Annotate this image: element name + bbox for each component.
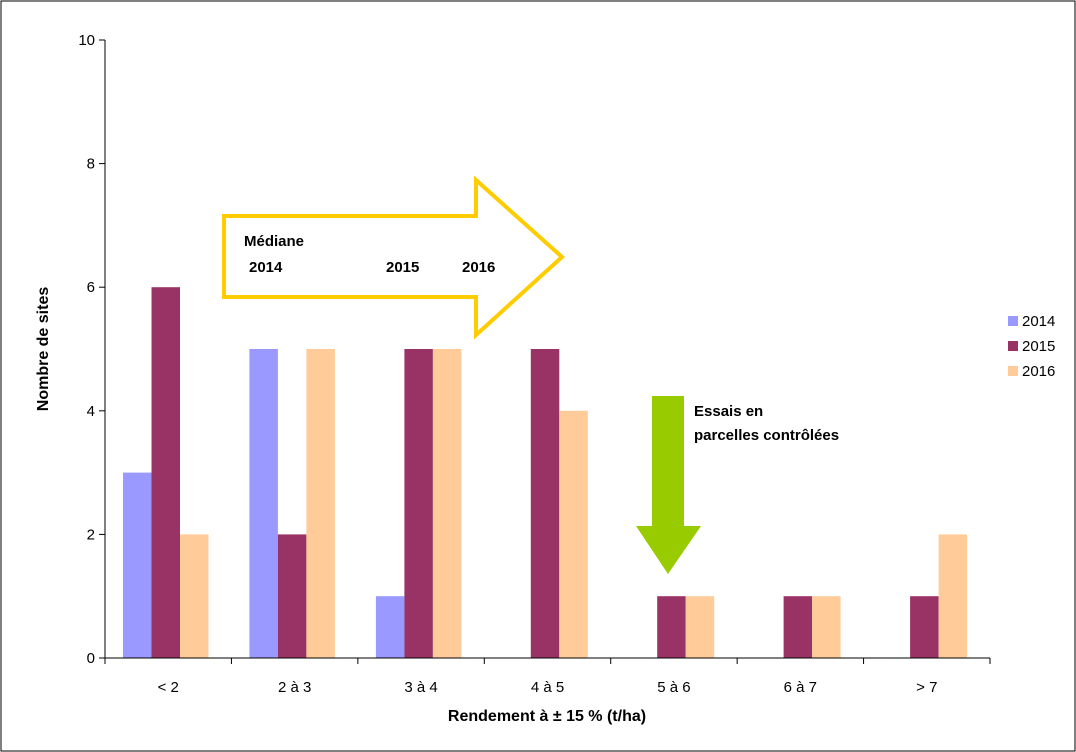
x-tick-label: 2 à 3 [278,679,311,696]
controlled-plots-label-line-2: parcelles contrôlées [694,427,839,444]
bar-2016-4 [559,410,588,658]
bar-2016-6 [812,596,841,658]
bar-2014-1 [123,472,152,658]
median-year-2016: 2016 [462,259,495,276]
x-tick-label: 4 à 5 [531,679,564,696]
controlled-plots-arrow: Essais en parcelles contrôlées [636,396,839,574]
x-tick-label: < 2 [158,679,179,696]
controlled-plots-label-line-1: Essais en [694,403,763,420]
legend-swatch-2015 [1008,341,1018,351]
x-tick-label: 3 à 4 [404,679,437,696]
y-tick-label: 10 [78,32,95,49]
x-tick-label: 5 à 6 [657,679,690,696]
bar-2015-7 [910,596,939,658]
y-tick-label: 8 [87,156,95,173]
bar-2014-2 [249,349,278,658]
y-ticks: 0 2 4 6 8 10 [78,32,105,667]
green-arrow-shape [636,396,701,574]
bar-2015-4 [530,349,560,658]
y-axis-title: Nombre de sites [35,287,52,412]
median-year-2014: 2014 [249,259,283,276]
bar-2014-3 [375,596,405,658]
legend-swatch-2014 [1008,316,1018,326]
y-tick-label: 6 [87,279,95,296]
x-tick-label: 6 à 7 [784,679,817,696]
bar-2016-7 [938,534,968,658]
bar-2016-5 [685,596,715,658]
median-arrow: Médiane 2014 2015 2016 [222,175,565,340]
legend-label-2015: 2015 [1022,338,1055,355]
legend-label-2016: 2016 [1022,363,1055,380]
median-arrow-shape [222,175,565,340]
bar-2015-5 [657,596,686,658]
legend: 2014 2015 2016 [1008,313,1055,380]
median-year-2015: 2015 [386,259,419,276]
x-ticks: < 2 2 à 3 3 à 4 4 à 5 5 à 6 6 à 7 > 7 [104,658,991,696]
y-tick-label: 2 [87,526,95,543]
bar-2015-2 [277,534,307,658]
bars-layer [123,287,968,658]
y-tick-label: 0 [87,650,95,667]
bar-2015-3 [404,349,433,658]
legend-label-2014: 2014 [1022,313,1055,330]
bar-2015-1 [151,287,180,658]
x-tick-label: > 7 [916,679,937,696]
bar-2016-2 [306,349,335,658]
axes [104,40,990,659]
bar-2015-6 [783,596,813,658]
bar-2016-3 [432,349,462,658]
median-label: Médiane [244,233,304,250]
legend-swatch-2016 [1008,366,1018,376]
x-axis-title: Rendement à ± 15 % (t/ha) [448,708,646,725]
bar-2016-1 [180,534,209,658]
y-tick-label: 4 [87,403,95,420]
